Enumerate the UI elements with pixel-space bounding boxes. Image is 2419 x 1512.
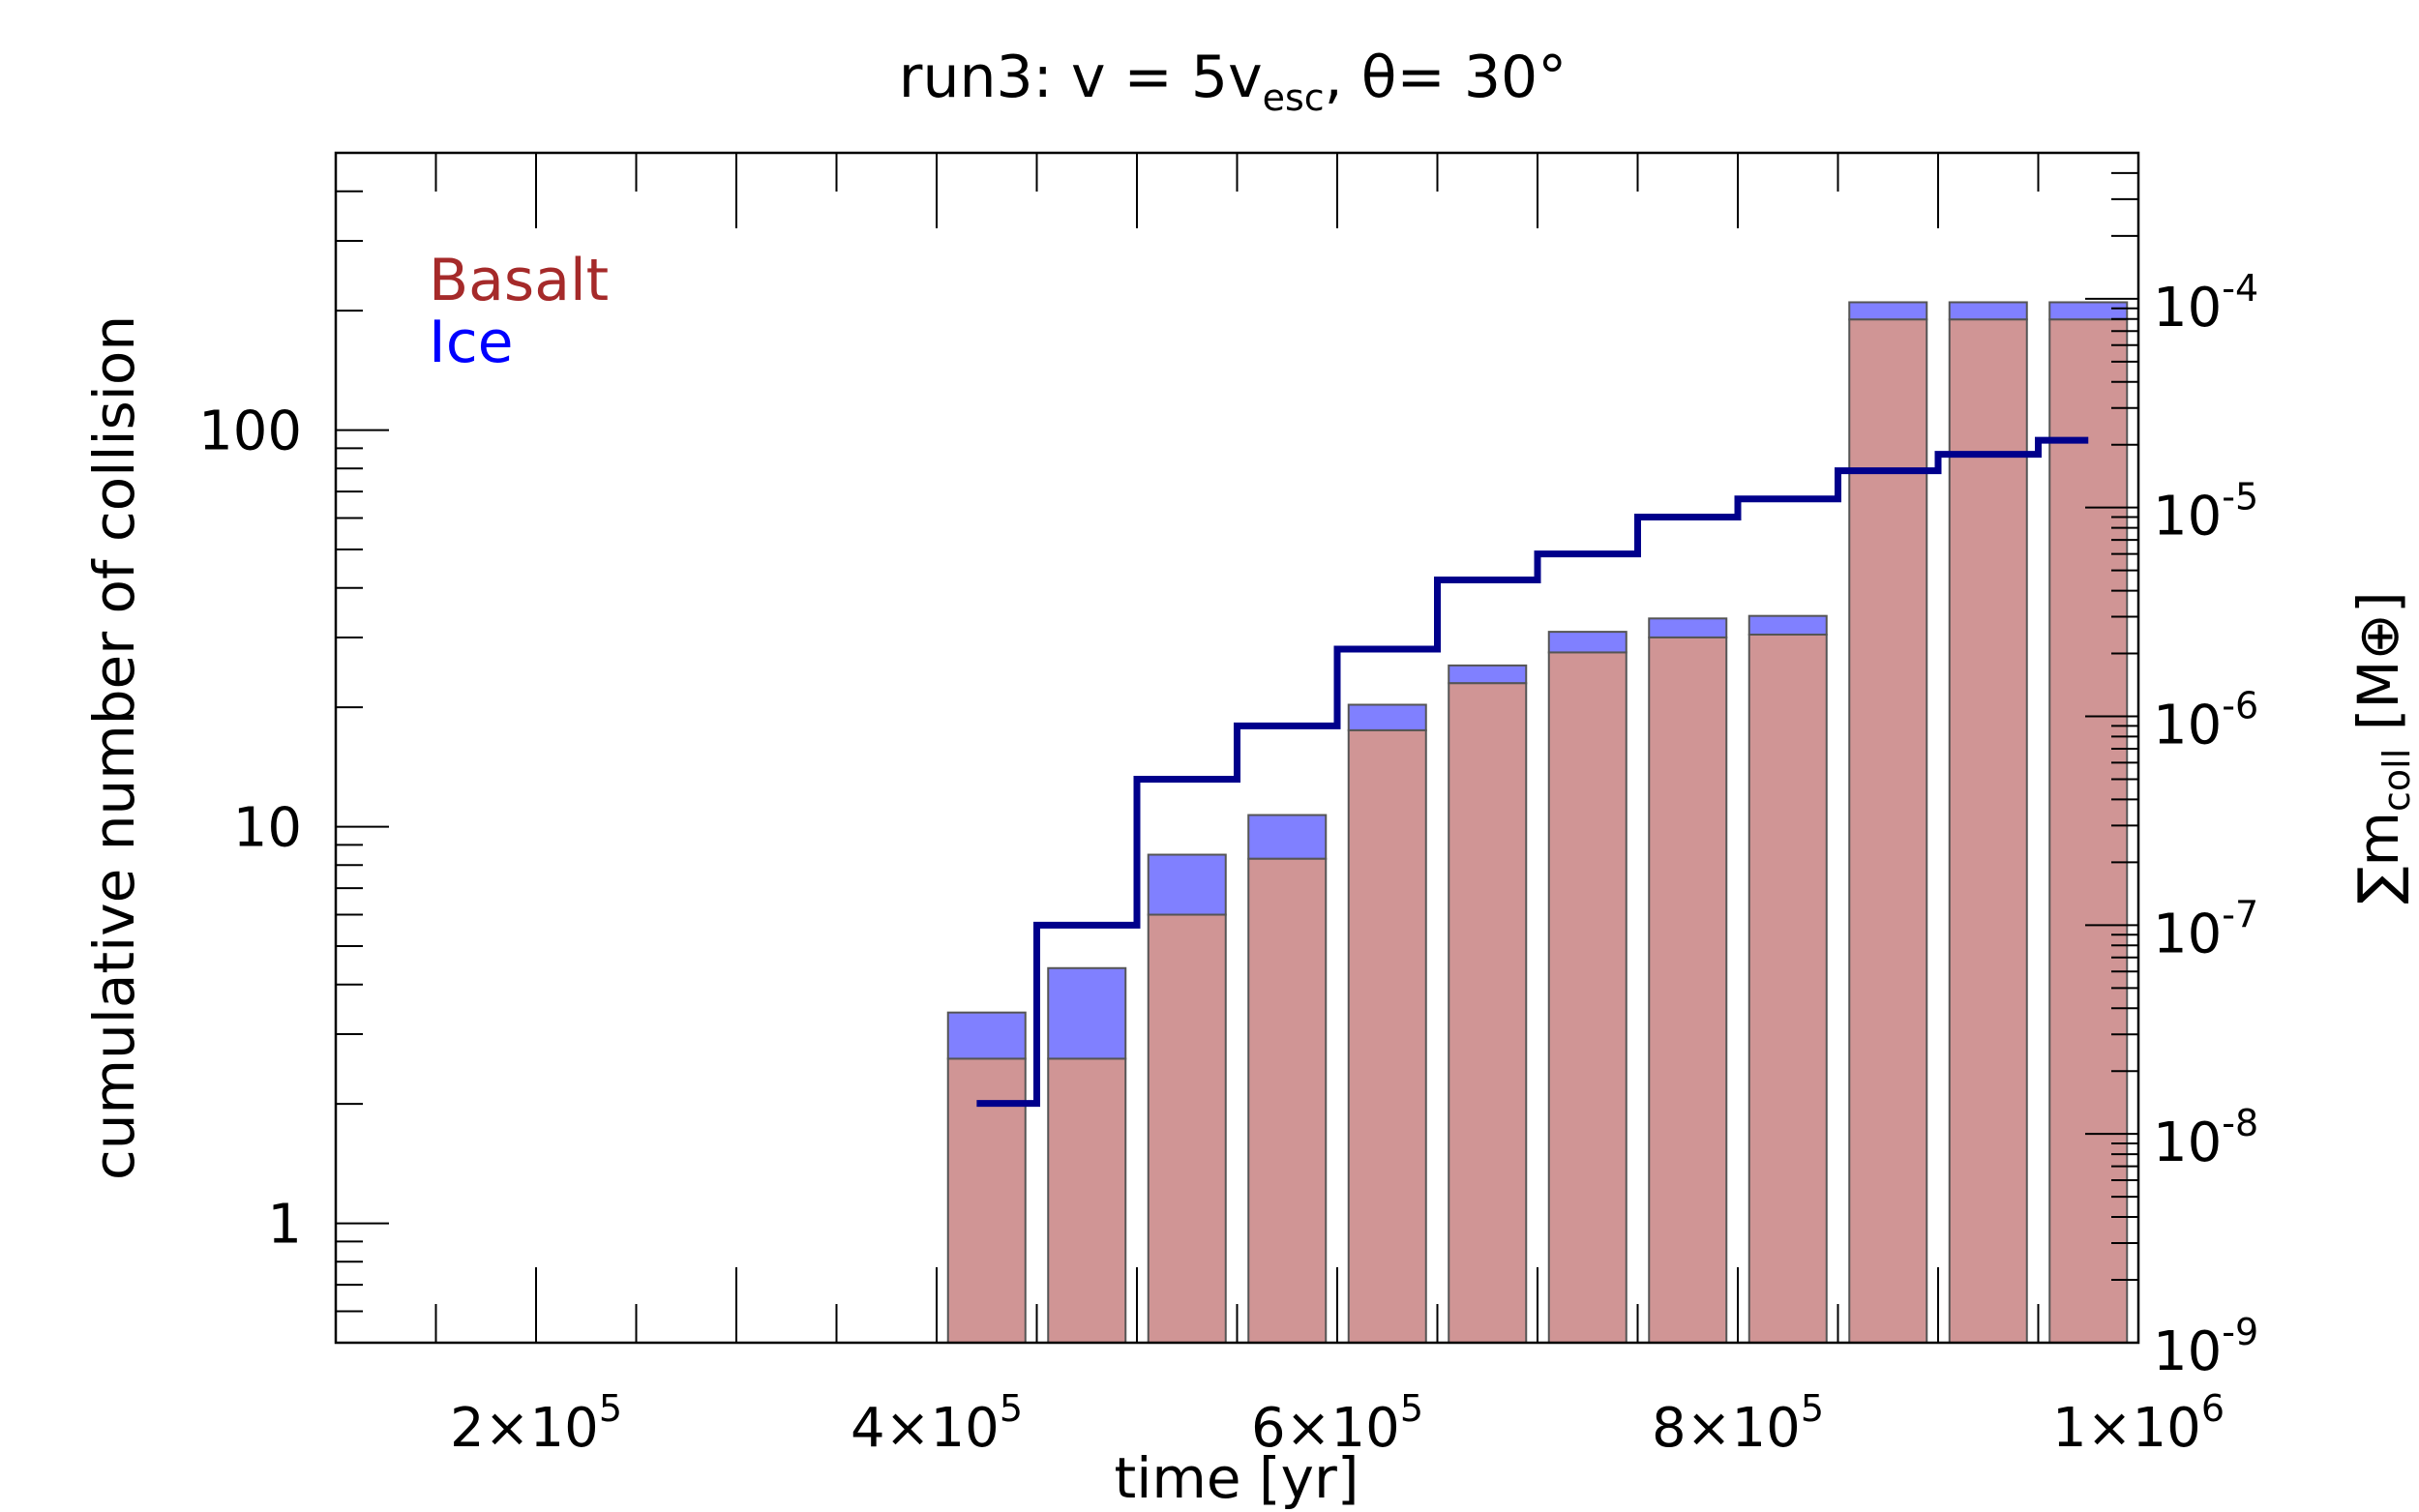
bar-ice-3 [1247, 814, 1328, 860]
x-tick-label-mantissa: 6×10 [1251, 1397, 1400, 1460]
x-tick-label-exponent: 5 [1400, 1387, 1423, 1430]
y2-tick-label-mantissa: 10 [2153, 695, 2222, 757]
y2-tick-label-2: 10-7 [2153, 893, 2258, 965]
x-tick-label-mantissa: 2×10 [450, 1397, 599, 1460]
x-tick-label-2: 6×105 [1251, 1387, 1423, 1460]
bar-basalt-11 [2048, 318, 2129, 1345]
bar-basalt-2 [1147, 913, 1227, 1345]
chart-title: run3: v = 5vesc, θ= 30° [899, 44, 1567, 119]
y2-tick-label-3: 10-6 [2153, 685, 2258, 757]
x-tick-label-exponent: 5 [1801, 1387, 1824, 1430]
bar-ice-5 [1448, 664, 1528, 685]
bar-ice-7 [1648, 617, 1728, 638]
bar-basalt-9 [1848, 318, 1928, 1345]
y2-tick-label-exponent: -7 [2222, 893, 2258, 935]
bar-ice-2 [1147, 853, 1227, 916]
bar-ice-4 [1347, 703, 1427, 731]
bar-ice-9 [1848, 301, 1928, 321]
y2-axis-label: ∑mcoll [M⊕] [2345, 591, 2418, 904]
y2-tick-label-mantissa: 10 [2153, 277, 2222, 340]
x-tick-label-0: 2×105 [450, 1387, 622, 1460]
chart-title-main: run3: v = 5v [899, 44, 1263, 111]
y2-tick-label-5: 10-4 [2153, 267, 2258, 340]
bar-ice-11 [2048, 301, 2129, 321]
y-tick-label-1: 10 [233, 797, 302, 860]
y-axis-label: cumulative number of collision [81, 315, 147, 1180]
x-tick-label-mantissa: 8×10 [1652, 1397, 1801, 1460]
bar-basalt-1 [1047, 1057, 1127, 1344]
y2-tick-label-exponent: -9 [2222, 1311, 2258, 1353]
x-tick-label-3: 8×105 [1652, 1387, 1824, 1460]
ticks-group [336, 152, 2138, 1344]
y2-tick-label-exponent: -5 [2222, 476, 2258, 519]
y2-tick-label-mantissa: 10 [2153, 1112, 2222, 1174]
mass-line-group [976, 436, 2089, 1108]
legend-basalt: Basalt [429, 247, 609, 314]
mass-line [976, 436, 2089, 1108]
y2-axis-label-sym: ∑m [2345, 812, 2411, 904]
x-tick-label-1: 4×105 [851, 1387, 1023, 1460]
bar-basalt-8 [1747, 634, 1828, 1344]
bar-ice-10 [1948, 301, 2028, 321]
chart-title-rest: , θ= 30° [1325, 44, 1568, 111]
y2-tick-label-0: 10-9 [2153, 1311, 2258, 1383]
chart-title-sub: esc [1263, 76, 1325, 119]
x-tick-label-mantissa: 1×10 [2052, 1397, 2201, 1460]
x-tick-label-mantissa: 4×10 [851, 1397, 1000, 1460]
bar-basalt-4 [1347, 728, 1427, 1344]
bar-basalt-5 [1448, 682, 1528, 1344]
bar-basalt-10 [1948, 318, 2028, 1345]
x-tick-label-exponent: 6 [2201, 1387, 2225, 1430]
tick-labels-group: 2×105 4×105 6×105 8×105 1×10611010010-910-81… [198, 267, 2258, 1460]
bar-ice-8 [1747, 614, 1828, 637]
x-tick-label-4: 1×106 [2052, 1387, 2225, 1460]
legend-ice: Ice [429, 309, 514, 376]
y-tick-label-2: 100 [198, 400, 302, 463]
y2-tick-label-exponent: -4 [2222, 267, 2258, 310]
bars-group [946, 301, 2129, 1345]
bar-ice-0 [946, 1011, 1027, 1060]
y2-tick-label-exponent: -6 [2222, 685, 2258, 727]
y2-axis-label-rest: [M⊕] [2345, 591, 2411, 748]
bar-ice-1 [1047, 966, 1127, 1060]
y2-tick-label-exponent: -8 [2222, 1102, 2258, 1144]
bar-ice-6 [1547, 631, 1628, 654]
x-tick-label-exponent: 5 [599, 1387, 622, 1430]
y2-tick-label-mantissa: 10 [2153, 903, 2222, 965]
x-tick-label-exponent: 5 [1000, 1387, 1023, 1430]
bar-basalt-3 [1247, 857, 1328, 1344]
bar-basalt-6 [1547, 651, 1628, 1344]
y2-tick-label-mantissa: 10 [2153, 1320, 2222, 1383]
y2-tick-label-1: 10-8 [2153, 1102, 2258, 1174]
y-tick-label-0: 1 [267, 1194, 302, 1257]
x-axis-label: time [yr] [1115, 1445, 1359, 1511]
y2-tick-label-4: 10-5 [2153, 476, 2258, 548]
y2-axis-label-sub: coll [2375, 749, 2418, 812]
y2-tick-label-mantissa: 10 [2153, 486, 2222, 548]
bar-basalt-7 [1648, 636, 1728, 1344]
